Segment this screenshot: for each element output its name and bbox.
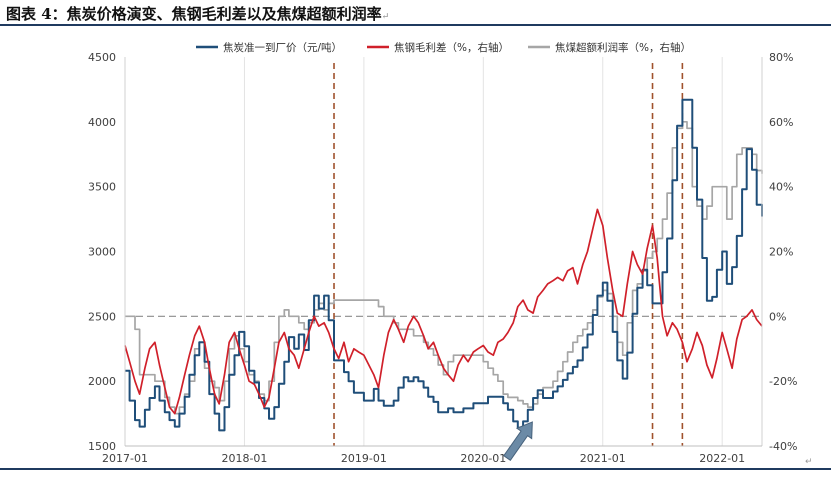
series-line-3 — [125, 120, 763, 415]
arrow-annotation — [503, 421, 533, 461]
y-left-tick-2000: 2000 — [88, 375, 116, 388]
corner-return-mark: ↵ — [805, 457, 813, 467]
return-mark: ↵ — [381, 12, 390, 22]
series-lines — [124, 98, 763, 432]
x-tick-label-2019-01: 2019-01 — [341, 452, 387, 465]
combo-line-chart: 2017-01 2018-01 2019-01 2020-01 2021-01 2022-… — [88, 41, 797, 465]
series-line-2 — [124, 208, 763, 415]
legend-label-1: 焦炭准一到厂价（元/吨） — [223, 41, 342, 54]
x-tick-label-2021-01: 2021-01 — [580, 452, 626, 465]
y-left-tick-3500: 3500 — [88, 181, 116, 194]
x-tick-label-2022-01: 2022-01 — [699, 452, 745, 465]
legend-label-2: 焦钢毛利差（%，右轴） — [394, 41, 509, 54]
figure-title: 图表 4：焦炭价格演变、焦钢毛利差以及焦煤超额利润率↵ — [6, 3, 389, 24]
y-right-tick-20%: 20% — [769, 246, 793, 259]
title-bar: 图表 4：焦炭价格演变、焦钢毛利差以及焦煤超额利润率↵ — [0, 0, 831, 26]
legend-label-3: 焦煤超额利润率（%，右轴） — [555, 41, 691, 54]
y-left-tick-1500: 1500 — [88, 440, 116, 453]
legend: 焦炭准一到厂价（元/吨） 焦钢毛利差（%，右轴） 焦煤超额利润率（%，右轴） — [196, 41, 691, 54]
x-tick-label-2020-01: 2020-01 — [460, 452, 506, 465]
x-tick-label-2017-01: 2017-01 — [102, 452, 148, 465]
y-right-tick--20%: -20% — [769, 375, 797, 388]
x-tick-label-2018-01: 2018-01 — [221, 452, 267, 465]
event-lines — [333, 63, 684, 446]
y-right-tick-40%: 40% — [769, 181, 793, 194]
bottom-rule — [0, 468, 831, 470]
y-left-tick-4500: 4500 — [88, 51, 116, 64]
figure-title-text: 图表 4：焦炭价格演变、焦钢毛利差以及焦煤超额利润率 — [6, 5, 382, 23]
y-right-tick--40%: -40% — [769, 440, 797, 453]
series-line-1 — [125, 98, 763, 432]
axes: 2017-01 2018-01 2019-01 2020-01 2021-01 2022-… — [88, 51, 797, 465]
y-left-tick-3000: 3000 — [88, 246, 116, 259]
grid-lines — [243, 57, 723, 446]
y-left-tick-4000: 4000 — [88, 116, 116, 129]
y-right-tick-80%: 80% — [769, 51, 793, 64]
arrow-icon — [503, 421, 533, 461]
y-right-tick-0%: 0% — [769, 310, 786, 323]
arrow-annotation-shape — [503, 421, 533, 461]
y-left-tick-2500: 2500 — [88, 310, 116, 323]
y-right-tick-60%: 60% — [769, 116, 793, 129]
